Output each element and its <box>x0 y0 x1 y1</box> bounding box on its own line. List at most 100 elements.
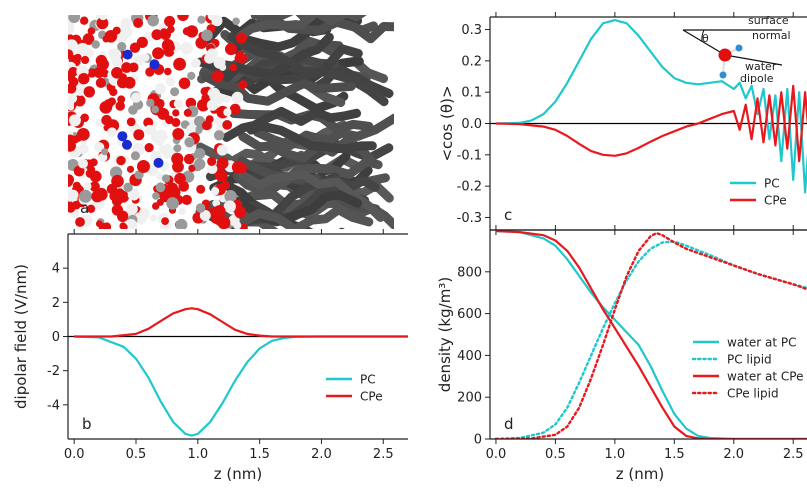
theta-symbol: θ <box>702 32 709 45</box>
atom <box>87 27 96 35</box>
atom <box>102 222 112 229</box>
atom <box>174 172 186 185</box>
x-axis-label: z (nm) <box>214 465 262 483</box>
atom <box>194 158 206 170</box>
atom <box>125 219 137 229</box>
atom <box>152 192 160 200</box>
atom <box>98 15 108 21</box>
x-tick-label: 2.5 <box>373 447 394 462</box>
atom <box>96 17 109 30</box>
series-line-cpe-lipid <box>494 231 807 439</box>
atom <box>120 223 128 229</box>
atom <box>111 174 124 188</box>
atom <box>238 80 248 90</box>
panel-c-letter: c <box>504 206 512 224</box>
x-axis-label: z (nm) <box>616 465 664 483</box>
atom <box>206 163 218 174</box>
atom <box>75 217 85 227</box>
atom <box>213 205 226 218</box>
atom <box>234 206 247 219</box>
atom <box>68 70 76 80</box>
atom <box>117 42 127 52</box>
atom <box>101 114 112 126</box>
atom <box>221 180 230 190</box>
theta-arm <box>682 29 726 56</box>
atom <box>116 155 126 166</box>
atom <box>211 187 220 196</box>
x-tick-label: 2.0 <box>723 447 744 462</box>
atom <box>117 76 129 89</box>
y-tick-label: 800 <box>457 265 482 280</box>
atom <box>216 157 229 170</box>
atom <box>213 56 226 69</box>
atom <box>96 58 109 71</box>
atom <box>211 216 219 224</box>
atom <box>222 95 231 104</box>
atom <box>172 128 185 140</box>
y-tick-label: 0.1 <box>461 86 482 101</box>
lipid-tail <box>246 121 377 154</box>
atom <box>180 42 193 55</box>
panel-c-orientation-chart: -0.3 -0.2 -0.1 0.0 0.1 0.2 0.3 <cos (θ)> c PC CPe θ… <box>438 12 807 235</box>
y-tick-label: 2 <box>52 296 60 311</box>
atom <box>190 60 199 68</box>
atom <box>161 39 175 52</box>
legend-label: PC <box>360 373 376 387</box>
series-line-cpe <box>74 307 408 338</box>
atom <box>74 134 82 142</box>
y-tick-label: 0.3 <box>461 23 482 38</box>
atom <box>144 143 154 153</box>
atom <box>231 91 244 104</box>
inset-label-surface: surface <box>748 14 789 27</box>
y-tick-label: 0.0 <box>461 117 482 132</box>
atom <box>175 218 188 229</box>
atom <box>107 48 117 57</box>
inset-label-normal: normal <box>752 29 791 42</box>
atom <box>236 32 247 44</box>
atom <box>170 87 180 97</box>
x-tick-label: 0.5 <box>126 447 147 462</box>
panel-a-snapshot: a <box>68 15 394 229</box>
atom <box>80 113 89 123</box>
atom <box>236 163 248 174</box>
y-tick-label: -0.1 <box>457 148 482 163</box>
x-tick-label: 1.0 <box>605 447 626 462</box>
hydrogen-atom <box>735 44 743 52</box>
atom <box>216 144 228 156</box>
y-tick-label: 400 <box>457 349 482 364</box>
y-tick-label: 0 <box>474 433 482 448</box>
atom <box>112 26 121 35</box>
y-axis-label: <cos (θ)> <box>438 85 456 161</box>
atom <box>99 101 113 114</box>
lipid-tail <box>227 32 363 80</box>
y-tick-label: 0 <box>52 330 60 345</box>
lipid-tails-picture <box>195 15 394 229</box>
atom <box>83 182 92 191</box>
atom <box>232 17 240 26</box>
atom <box>89 181 100 192</box>
atom <box>167 25 175 34</box>
atom <box>164 187 174 197</box>
atom <box>222 120 233 130</box>
atom <box>87 165 96 174</box>
atom <box>194 148 206 159</box>
atom <box>181 194 192 205</box>
atom <box>201 93 210 103</box>
atom <box>83 86 96 98</box>
atom <box>131 92 142 103</box>
legend: PC CPe <box>730 177 787 208</box>
water-dipole-line <box>724 54 783 66</box>
atom <box>115 101 125 111</box>
legend-label: CPe lipid <box>727 387 779 401</box>
atom <box>123 182 133 192</box>
water-molecules-picture <box>68 15 248 229</box>
atom <box>171 118 181 127</box>
x-tick-label: 2.5 <box>783 447 804 462</box>
atom <box>162 149 172 159</box>
y-tick-label: 0.2 <box>461 54 482 69</box>
lipid-tail <box>200 72 356 106</box>
atom <box>79 189 92 203</box>
atom <box>137 160 150 173</box>
atom <box>187 71 196 80</box>
